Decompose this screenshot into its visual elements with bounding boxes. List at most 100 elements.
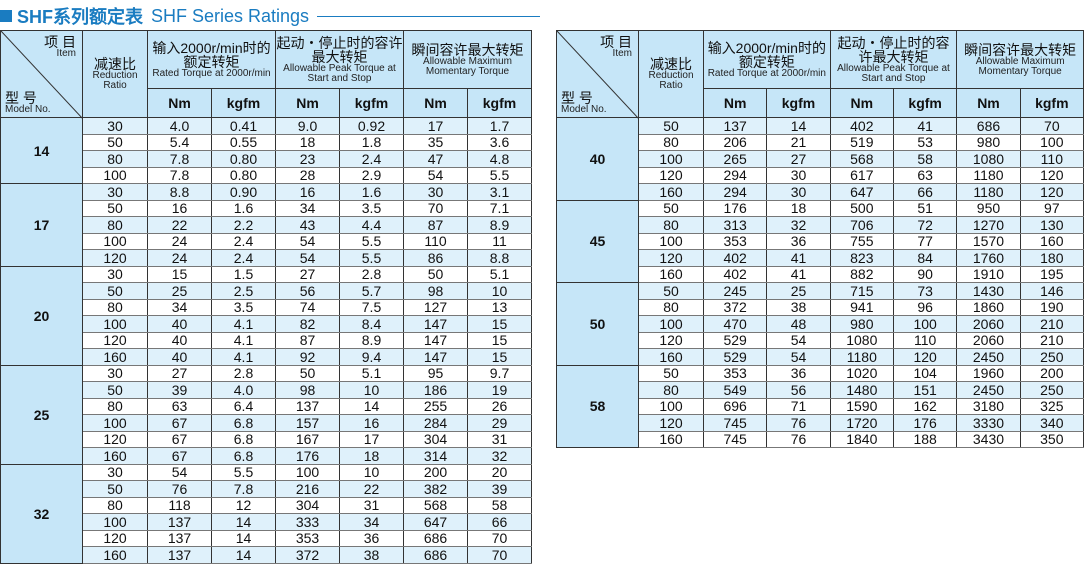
value-cell: 10 [339,381,404,399]
table-row: 120 745 76 1720 176 3330 340 [557,414,1085,432]
value-cell: 162 [892,397,958,415]
value-cell: 53 [892,133,958,151]
table-row: 40 50 137 14 402 41 686 70 [556,117,1085,201]
value-cell: 9.7 [467,364,532,382]
value-cell: 6.4 [211,397,276,415]
value-cell: 6.8 [211,447,276,465]
table-row: 160 294 30 647 66 1180 120 [557,183,1085,201]
value-cell: 95 [403,364,468,382]
value-cell: 110 [1019,150,1085,168]
value-cell: 3180 [956,397,1021,415]
value-cell: 29 [467,414,532,432]
value-cell: 245 [702,282,768,300]
value-cell: 2450 [956,381,1021,399]
value-cell: 80 [638,298,704,316]
corner-header: 项 目 Item 型 号 Model No. [556,30,639,119]
value-cell: 0.41 [211,117,276,135]
value-cell: 120 [638,414,704,432]
value-cell: 30 [82,265,148,283]
value-cell: 87 [403,216,468,234]
value-cell: 36 [339,529,404,547]
value-cell: 50 [638,364,704,382]
value-cell: 402 [702,265,768,283]
value-cell: 4.0 [147,117,212,135]
value-cell: 304 [403,430,468,448]
value-cell: 284 [403,414,468,432]
value-cell: 1840 [829,430,894,448]
title-cn: SHF系列额定表 [17,7,143,27]
value-cell: 34 [339,513,404,531]
value-cell: 22 [147,216,212,234]
table-row: 17 30 8.8 0.90 16 1.6 30 3.1 [0,183,532,267]
value-cell: 100 [638,232,704,250]
table-row: 100 40 4.1 82 8.4 147 15 [1,315,532,333]
value-cell: 67 [147,414,212,432]
value-cell: 84 [892,249,958,267]
value-cell: 100 [638,397,704,415]
value-cell: 382 [403,480,468,498]
value-cell: 160 [638,348,704,366]
value-cell: 500 [829,199,894,217]
value-cell: 745 [702,414,768,432]
value-cell: 294 [702,183,768,201]
value-cell: 110 [403,232,468,250]
value-cell: 696 [702,397,768,415]
value-cell: 186 [403,381,468,399]
table-row: 100 137 14 333 34 647 66 [1,513,532,531]
model-cell: 50 [556,282,639,366]
table-row: 120 137 14 353 36 686 70 [1,529,532,547]
value-cell: 1270 [956,216,1021,234]
value-cell: 120 [1019,183,1085,201]
value-cell: 76 [147,480,212,498]
value-cell: 41 [892,117,958,135]
ratio-header: 减速比 Reduction Ratio [638,30,704,118]
value-cell: 100 [1019,133,1085,151]
model-cell: 25 [0,364,83,465]
value-cell: 13 [467,298,532,316]
value-cell: 188 [892,430,958,448]
table-row: 160 529 54 1180 120 2450 250 [557,348,1085,366]
value-cell: 54 [275,249,340,267]
value-cell: 7.5 [339,298,404,316]
value-cell: 120 [638,331,704,349]
value-cell: 167 [275,430,340,448]
value-cell: 9.0 [275,117,340,135]
value-cell: 4.8 [467,150,532,168]
value-cell: 0.55 [211,133,276,151]
value-cell: 137 [147,529,212,547]
value-cell: 313 [702,216,768,234]
value-cell: 353 [275,529,340,547]
value-cell: 160 [638,430,704,448]
value-cell: 120 [638,249,704,267]
value-cell: 127 [403,298,468,316]
value-cell: 38 [766,298,831,316]
value-cell: 80 [638,133,704,151]
value-cell: 41 [766,249,831,267]
value-cell: 146 [1019,282,1085,300]
value-cell: 31 [467,430,532,448]
value-cell: 2.4 [211,249,276,267]
value-cell: 38 [339,546,404,564]
value-cell: 2060 [956,331,1021,349]
value-cell: 17 [339,430,404,448]
value-cell: 18 [275,133,340,151]
value-cell: 151 [892,381,958,399]
diagonal-line [557,31,639,119]
value-cell: 51 [892,199,958,217]
rated-header: 输入2000r/min时的额定转矩 Rated Torque at 2000r/m… [703,30,831,89]
value-cell: 2.4 [211,232,276,250]
table-row: 80 313 32 706 72 1270 130 [557,216,1085,234]
value-cell: 25 [147,282,212,300]
value-cell: 5.1 [339,364,404,382]
table-row: 120 402 41 823 84 1760 180 [557,249,1085,267]
value-cell: 4.4 [339,216,404,234]
value-cell: 96 [892,298,958,316]
value-cell: 30 [82,463,148,481]
unit-nm: Nm [147,88,212,118]
value-cell: 147 [403,348,468,366]
value-cell: 100 [275,463,340,481]
value-cell: 647 [829,183,894,201]
value-cell: 980 [829,315,894,333]
value-cell: 0.80 [211,166,276,184]
value-cell: 80 [638,381,704,399]
